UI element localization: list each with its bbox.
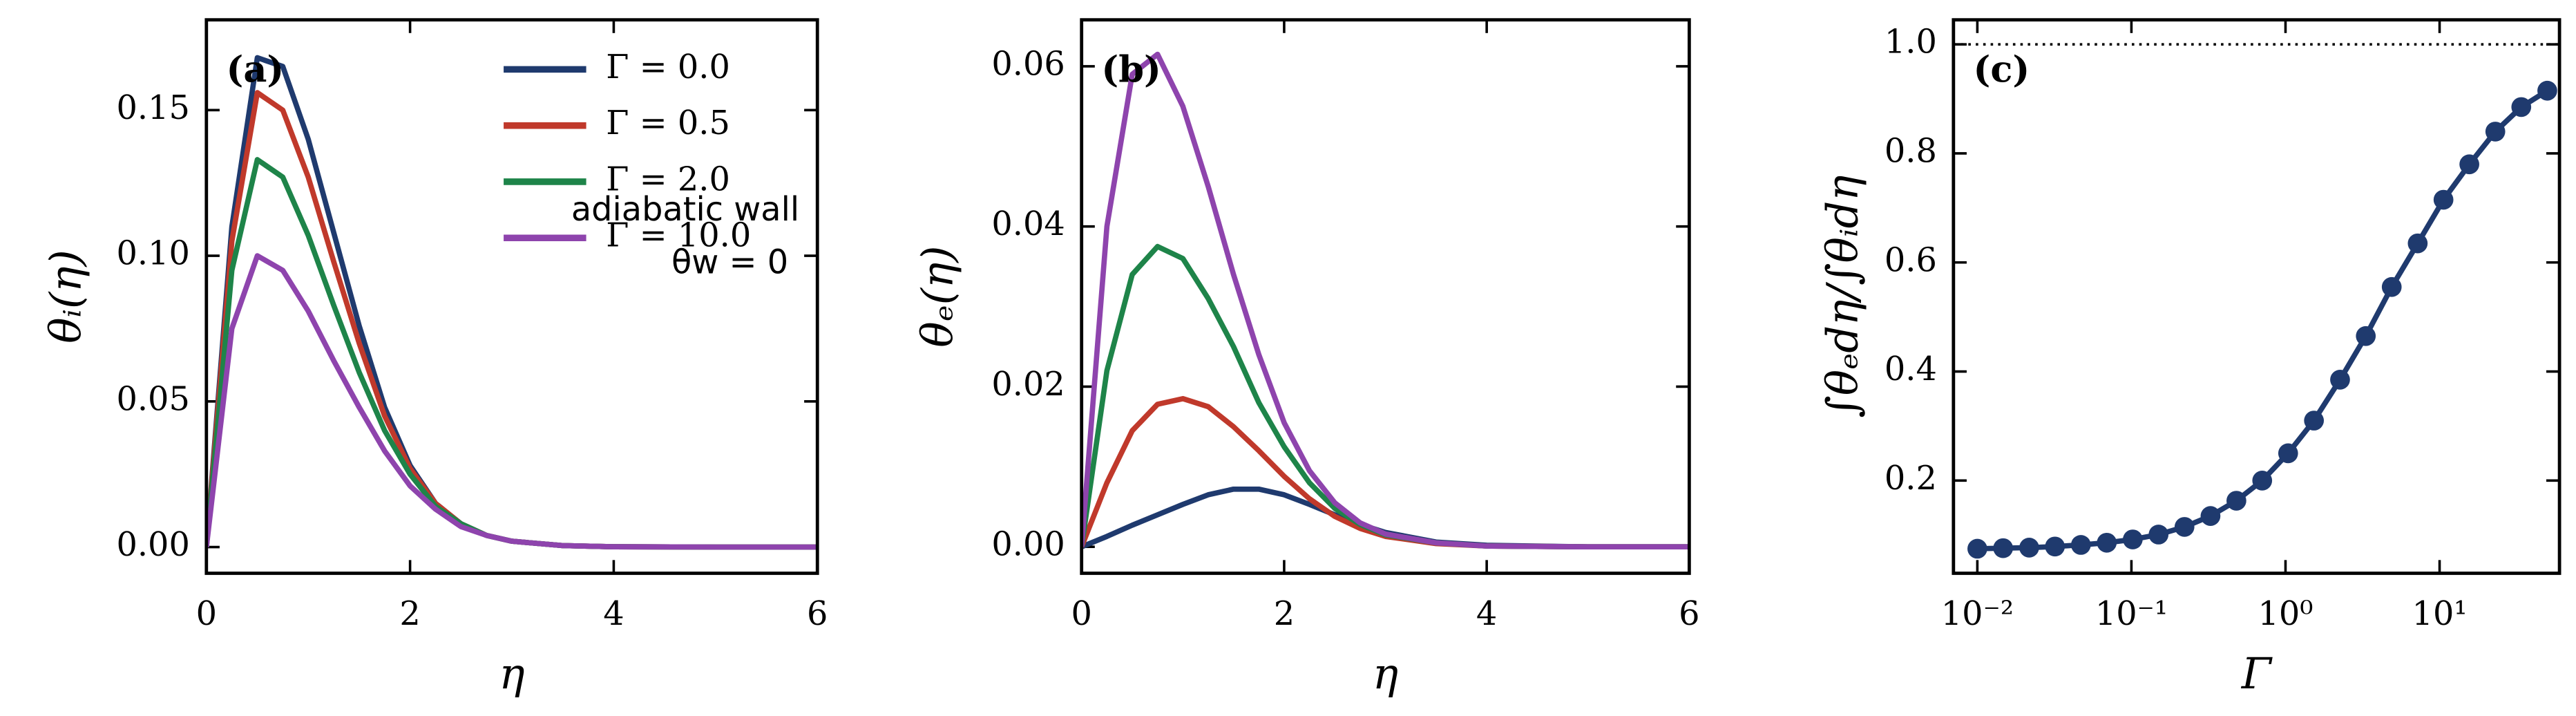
x-axis-label: Γ: [2241, 648, 2273, 699]
x-tick-label: 6: [1679, 595, 1699, 633]
y-tick-label: 0.10: [116, 235, 189, 273]
series-marker: [2278, 443, 2298, 464]
axes-frame: [204, 18, 819, 575]
axes-frame: [1952, 18, 2561, 575]
y-tick-label: 0.00: [991, 526, 1065, 564]
series-marker: [2174, 517, 2195, 537]
legend-label: Γ = 10.0: [606, 217, 751, 255]
x-tick-label: 2: [399, 595, 420, 633]
x-tick-label: 2: [1274, 595, 1295, 633]
y-axis-label: θᵢ(η): [40, 249, 90, 343]
series-marker: [2330, 370, 2350, 390]
series-marker: [2252, 471, 2273, 491]
series-marker: [2304, 411, 2325, 431]
series-marker: [2381, 276, 2402, 297]
series-marker: [2433, 189, 2454, 210]
y-tick-label: 0.02: [991, 366, 1065, 404]
y-tick-label: 0.8: [1885, 132, 1937, 170]
series-marker: [2537, 80, 2557, 101]
x-tick-label: 10¹: [2412, 595, 2468, 633]
series-marker: [2407, 233, 2428, 254]
series-marker: [2019, 538, 2039, 558]
x-axis-label: η: [499, 648, 524, 699]
series-marker: [2226, 491, 2246, 511]
x-tick-label: 10⁻¹: [2095, 595, 2168, 633]
series-marker: [2459, 154, 2479, 175]
panel: 0.00 0.05 0.10 0.15 0 2 4 6 η θᵢ(η) (a) Γ = 0.0 Γ = …: [40, 18, 828, 699]
annotation: θw = 0: [671, 243, 788, 281]
y-tick-label: 0.2: [1885, 460, 1937, 498]
y-tick-label: 0.6: [1885, 241, 1937, 279]
series-marker: [2356, 326, 2376, 346]
legend-label: Γ = 0.0: [606, 48, 730, 86]
y-axis-label: ∫θₑdη/∫θᵢdη: [1817, 176, 1867, 418]
x-tick-label: 10⁻²: [1941, 595, 2014, 633]
annotation: adiabatic wall: [571, 191, 799, 229]
series-marker: [2511, 97, 2532, 117]
x-tick-label: 4: [603, 595, 624, 633]
panel: 0.2 0.4 0.6 0.8 1.0 10⁻² 10⁻¹ 10⁰ 10¹ Γ ∫θₑdη/∫θᵢd…: [1817, 18, 2561, 699]
panel-label: (b): [1101, 49, 1161, 91]
y-tick-label: 0.15: [116, 89, 189, 127]
series-line: [206, 253, 818, 550]
y-tick-label: 0.00: [116, 526, 189, 564]
x-tick-label: 10⁰: [2258, 595, 2313, 633]
legend-label: Γ = 0.5: [606, 104, 730, 142]
series-marker: [1967, 538, 1987, 559]
series-marker: [2097, 532, 2117, 553]
y-tick-label: 0.06: [991, 45, 1065, 83]
panel-label: (c): [1974, 49, 2030, 91]
x-tick-label: 0: [1071, 595, 1091, 633]
x-tick-label: 4: [1476, 595, 1497, 633]
panel: 0.00 0.02 0.04 0.06 0 2 4 6 η θₑ(η) (b): [913, 18, 1700, 699]
y-tick-label: 0.04: [991, 205, 1065, 243]
series-marker: [2200, 506, 2221, 526]
series-marker: [2148, 525, 2169, 545]
series-line: [1081, 396, 1690, 550]
x-tick-label: 0: [196, 595, 217, 633]
series-line: [1081, 51, 1690, 550]
series-marker: [2485, 122, 2506, 142]
series-marker: [2045, 536, 2065, 557]
x-tick-label: 6: [807, 595, 828, 633]
y-tick-label: 0.4: [1885, 350, 1937, 388]
series-marker: [2070, 535, 2091, 555]
legend-label: Γ = 2.0: [606, 160, 730, 198]
y-tick-label: 0.05: [116, 380, 189, 418]
axes-frame: [1080, 18, 1691, 575]
panel-label: (a): [226, 49, 284, 91]
x-axis-label: η: [1373, 648, 1398, 699]
series-marker: [2123, 529, 2143, 549]
series-line: [1081, 243, 1690, 550]
series-marker: [1993, 538, 2014, 558]
y-tick-label: 1.0: [1885, 23, 1937, 62]
y-axis-label: θₑ(η): [913, 245, 963, 347]
